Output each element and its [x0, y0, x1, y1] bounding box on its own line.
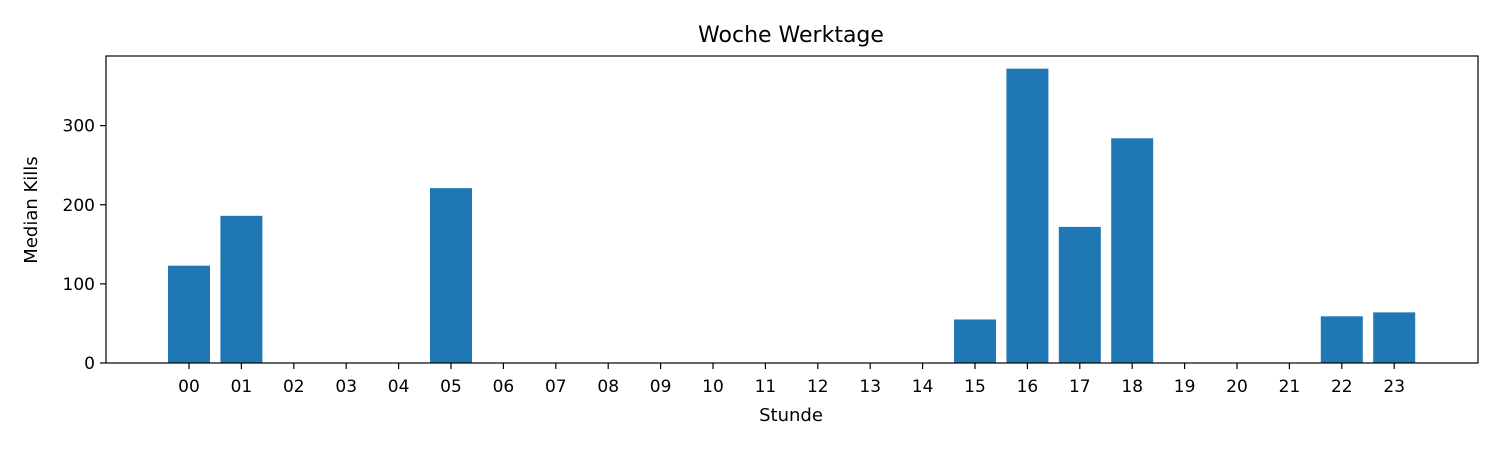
y-tick-label: 0: [84, 354, 95, 374]
bar-01: [220, 215, 263, 363]
x-tick-label: 08: [597, 377, 619, 397]
x-tick-label: 13: [859, 377, 881, 397]
bars-group: [168, 68, 1416, 363]
x-tick-label: 17: [1069, 377, 1091, 397]
bar-23: [1373, 312, 1416, 363]
x-tick-label: 14: [912, 377, 934, 397]
bar-05: [430, 188, 472, 363]
y-tick-label: 100: [63, 275, 95, 295]
chart-title: Woche Werktage: [698, 23, 884, 48]
y-tick-label: 200: [63, 196, 95, 216]
x-tick-label: 11: [755, 377, 777, 397]
bar-00: [168, 265, 210, 363]
x-tick-label: 22: [1331, 377, 1353, 397]
x-tick-label: 18: [1121, 377, 1143, 397]
x-tick-label: 12: [807, 377, 829, 397]
x-tick-label: 01: [231, 377, 253, 397]
x-tick-label: 06: [493, 377, 515, 397]
x-tick-label: 16: [1017, 377, 1039, 397]
x-tick-label: 20: [1226, 377, 1248, 397]
bar-17: [1058, 226, 1101, 363]
x-tick-label: 15: [964, 377, 986, 397]
x-tick-label: 10: [702, 377, 724, 397]
x-tick-label: 04: [388, 377, 410, 397]
x-axis: 00 01 02 03 04 05 06 07 08 09 10 11 12 13 14 15 16 17 18 19…: [178, 363, 1405, 397]
bar-22: [1320, 316, 1363, 363]
x-tick-label: 23: [1383, 377, 1405, 397]
x-tick-label: 21: [1279, 377, 1301, 397]
bar-15: [954, 319, 996, 363]
x-tick-label: 02: [283, 377, 305, 397]
x-tick-label: 19: [1174, 377, 1196, 397]
x-axis-label: Stunde: [759, 405, 823, 426]
y-tick-label: 300: [63, 117, 95, 137]
x-tick-label: 03: [335, 377, 357, 397]
y-axis: 0 100 200 300: [63, 117, 106, 374]
plot-frame: [105, 55, 1479, 364]
y-axis-label: Median Kills: [21, 156, 42, 263]
x-tick-label: 09: [650, 377, 672, 397]
bar-16: [1006, 68, 1049, 363]
x-tick-label: 00: [178, 377, 200, 397]
x-tick-label: 07: [545, 377, 567, 397]
bar-18: [1111, 138, 1154, 363]
x-tick-label: 05: [440, 377, 462, 397]
